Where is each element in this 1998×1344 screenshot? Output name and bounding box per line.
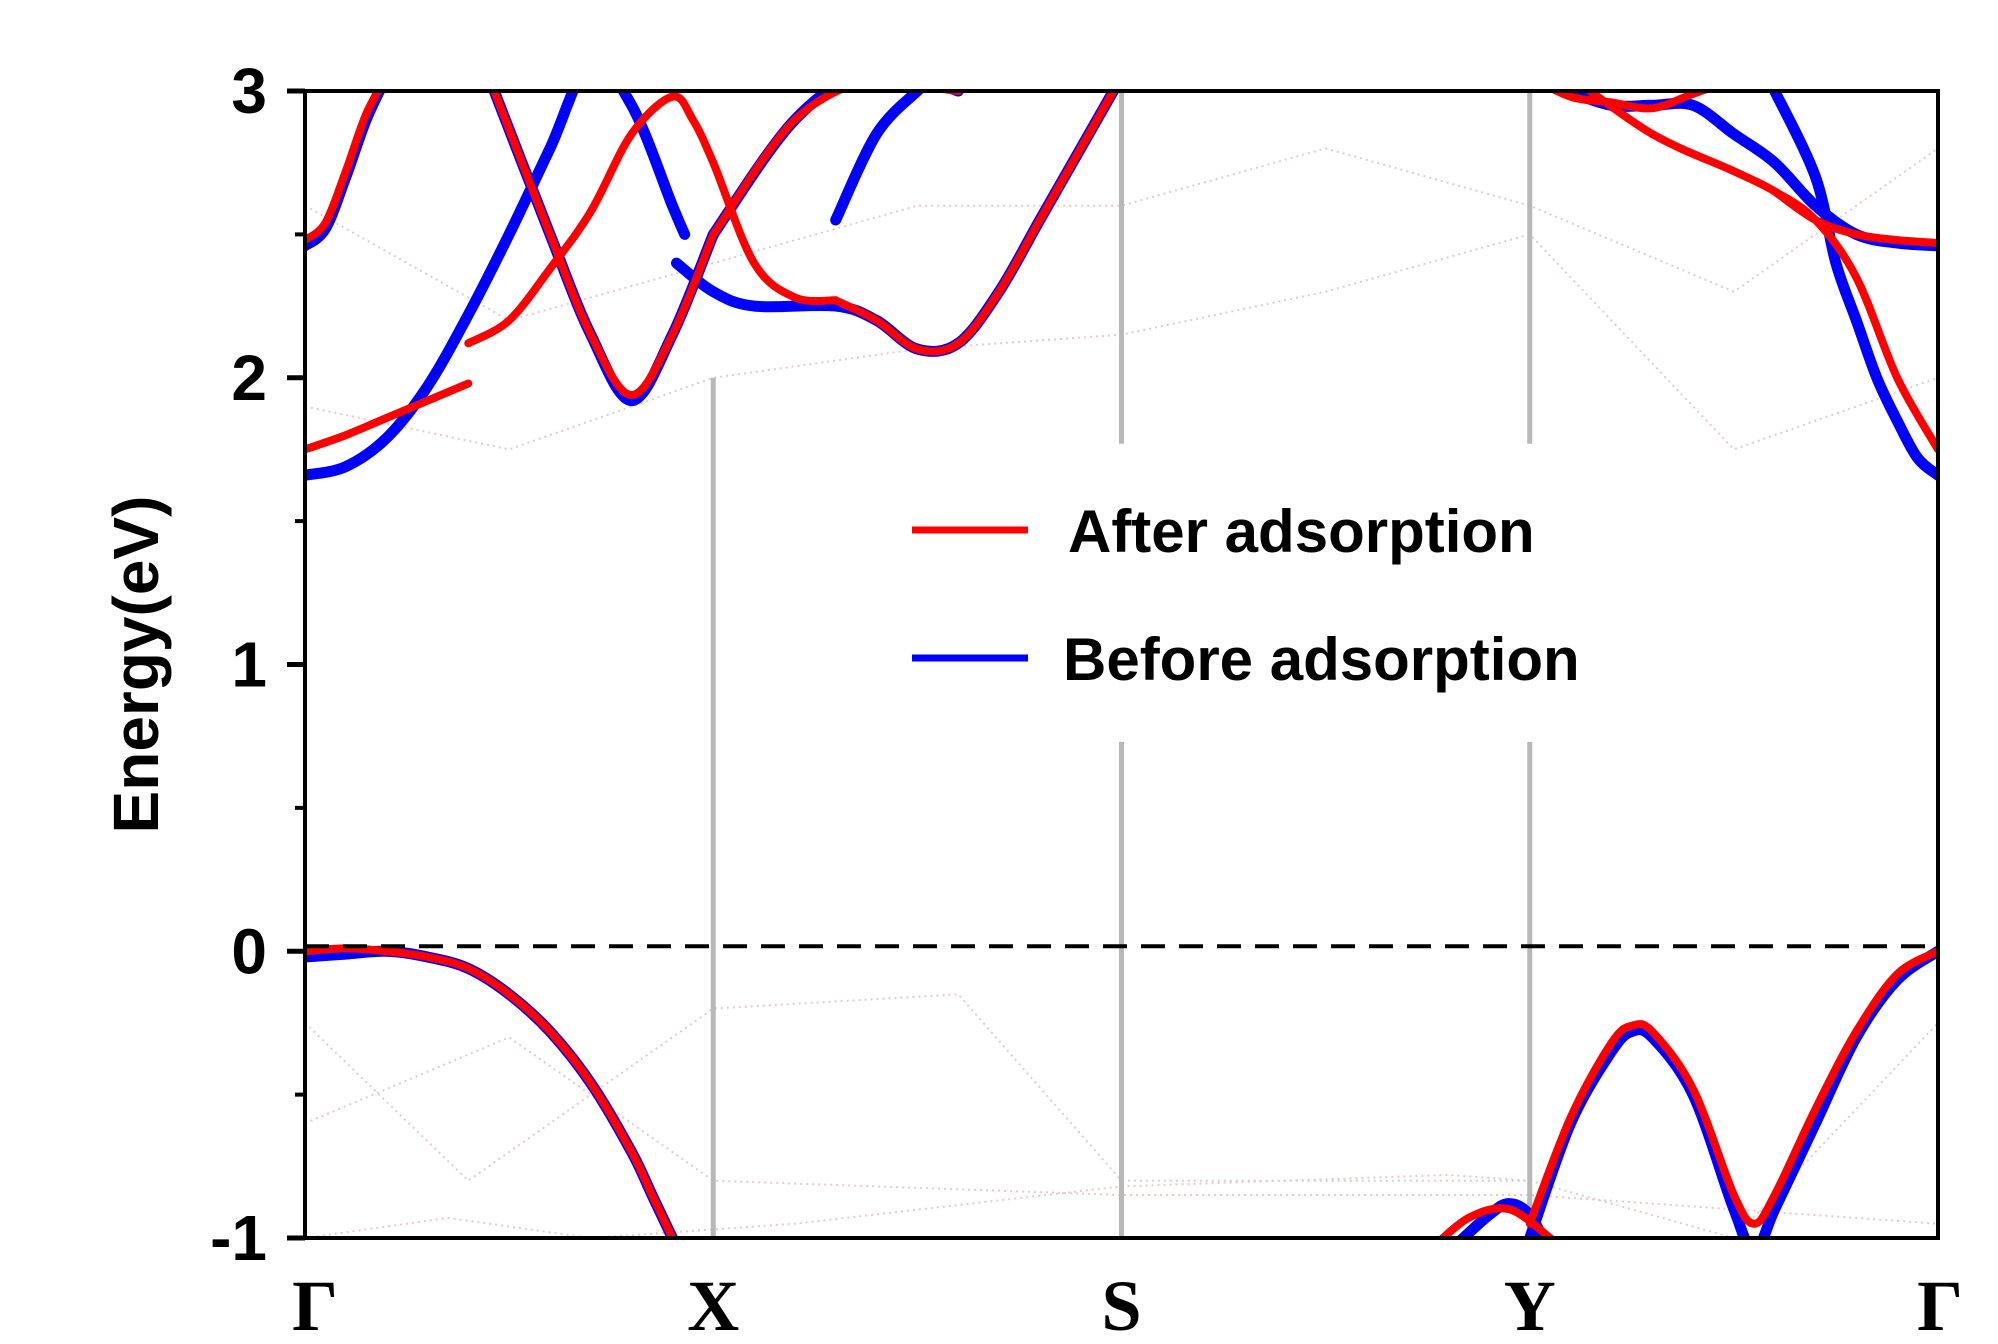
after-adsorption-band-4 xyxy=(709,91,963,239)
legend-label-before: Before adsorption xyxy=(1063,626,1580,693)
faint-band-2 xyxy=(305,993,1938,1238)
after-adsorption-band-0 xyxy=(305,379,473,454)
x-tick-label-2: S xyxy=(1101,1266,1141,1344)
x-tick-label-0: Γ xyxy=(292,1266,338,1344)
after-adsorption-band-3 xyxy=(489,91,718,399)
before-adsorption-band-0 xyxy=(305,91,691,481)
before-adsorption-band-5 xyxy=(830,91,926,226)
x-tick-label-4: Γ xyxy=(1917,1266,1963,1344)
y-axis: -1 0 1 2 3 xyxy=(210,55,305,1274)
after-adsorption-band-2 xyxy=(305,91,383,245)
after-adsorption-band-8 xyxy=(1770,187,1938,247)
faint-band-1 xyxy=(305,147,1938,322)
before-adsorption-band-8 xyxy=(305,945,679,1238)
after-adsorption-band-1 xyxy=(464,92,840,348)
legend: After adsorption Before adsorption xyxy=(912,498,1580,693)
y-tick-label-1: 0 xyxy=(231,915,267,987)
high-symmetry-lines xyxy=(710,91,1533,1238)
band-lines xyxy=(305,91,1938,1238)
after-adsorption-band-5 xyxy=(831,91,1118,356)
legend-label-after: After adsorption xyxy=(1068,498,1535,565)
y-tick-label-3: 2 xyxy=(231,342,267,414)
after-adsorption-band-11 xyxy=(1525,947,1938,1228)
x-tick-label-1: X xyxy=(687,1266,739,1344)
before-adsorption-band-7 xyxy=(1769,91,1938,481)
y-axis-label: Energy(eV) xyxy=(100,496,172,834)
faint-band-4 xyxy=(305,1173,1530,1238)
y-tick-label-2: 1 xyxy=(231,629,267,701)
x-tick-label-3: Y xyxy=(1504,1266,1556,1344)
after-adsorption-band-9 xyxy=(305,944,677,1238)
y-tick-label-0: -1 xyxy=(210,1202,267,1274)
y-tick-label-4: 3 xyxy=(231,55,267,127)
